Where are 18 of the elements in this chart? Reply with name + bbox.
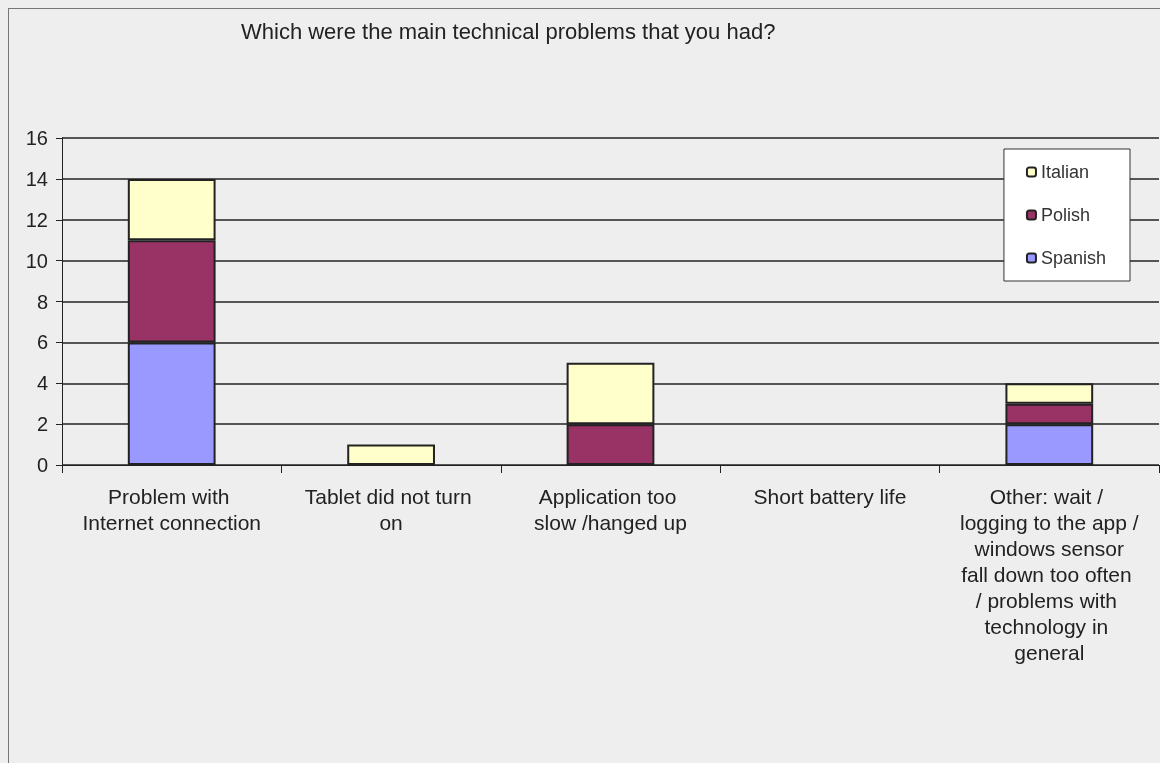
y-tick-label: 6 xyxy=(36,331,48,354)
y-tick-label: 0 xyxy=(36,454,48,476)
y-tick-label: 10 xyxy=(25,249,48,272)
x-tick-label: Problem with Internet connection xyxy=(82,484,262,534)
y-tick-label: 12 xyxy=(25,208,48,231)
y-tick-label: 14 xyxy=(25,167,48,190)
x-tick-label: Application too slow /hanged up xyxy=(534,484,687,534)
legend-label: Italian xyxy=(1040,162,1089,182)
x-tick-label: Tablet did not turn on xyxy=(304,484,478,534)
y-tick-label: 8 xyxy=(36,290,48,313)
legend-label: Polish xyxy=(1040,205,1090,225)
chart-title: Which were the main technical problems that you had? xyxy=(241,18,776,44)
x-tick-label: Other: wait / logging to the app / windows sensor fall down too often / problems with technology in general xyxy=(959,484,1139,664)
legend-label: Spanish xyxy=(1040,248,1107,268)
y-tick-label: 16 xyxy=(25,127,48,149)
y-tick-label: 2 xyxy=(36,413,48,436)
y-tick-label: 4 xyxy=(36,372,48,395)
x-tick-label: Short battery life xyxy=(753,484,907,508)
